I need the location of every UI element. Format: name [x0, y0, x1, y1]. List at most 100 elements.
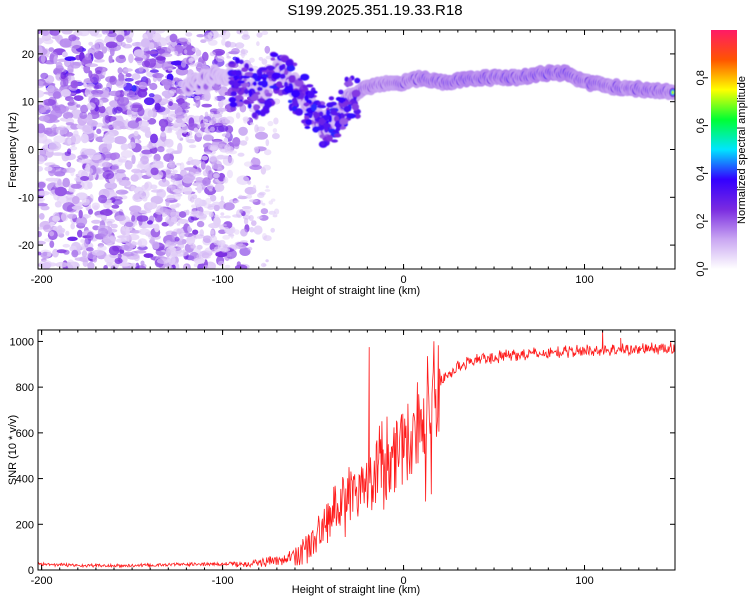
spectrogram-noise-blob [187, 225, 192, 233]
spectrogram-noise-blob [124, 77, 134, 82]
spectrogram-ridge-cell [252, 81, 257, 87]
spectrogram-noise-blob [42, 261, 52, 269]
spectrogram-noise-blob [192, 229, 199, 235]
spectrogram-noise-blob [233, 200, 239, 203]
spectrogram-noise-blob [152, 30, 166, 34]
spectrogram-noise-blob [209, 111, 215, 118]
spectrogram-noise-blob [114, 257, 123, 265]
spectrogram-noise-blob [172, 193, 182, 197]
spectrogram-noise-blob [170, 178, 176, 183]
snr-line-series [38, 330, 675, 569]
colorbar-tick-label: 0.2 [695, 214, 707, 229]
spectrogram-noise-blob [171, 231, 178, 237]
spectrogram-noise-blob [91, 249, 105, 256]
spectrogram-ridge-cell [241, 67, 248, 72]
spectrogram-noise-blob [222, 156, 234, 166]
spectrogram-noise-blob [81, 198, 90, 206]
spectrogram-noise-blob [73, 130, 79, 137]
spectrogram-noise-blob [139, 189, 150, 200]
spectrogram-noise-blob [203, 151, 212, 155]
spectrogram-noise-blob [208, 120, 213, 125]
spectrogram-noise-blob [38, 80, 45, 89]
spectrogram-noise-blob [203, 264, 209, 269]
spectrogram-noise-blob [241, 206, 252, 210]
spectrogram-noise-blob [207, 32, 213, 40]
spectrogram-noise-blob [137, 238, 148, 248]
spectrogram-noise-blob [138, 66, 144, 72]
spectrogram-noise-blob [122, 251, 134, 257]
snr-x-tick-label: 100 [575, 575, 593, 587]
spectrogram-noise-blob [173, 77, 180, 82]
spectrogram-noise-blob [274, 208, 280, 215]
spectrogram-noise-blob [44, 166, 53, 172]
spectrogram-ridge-cell [331, 139, 338, 143]
spectrogram-noise-blob [190, 54, 199, 61]
spectrogram-ridge-cell [671, 90, 675, 95]
spectrogram-ridge-cell [257, 98, 266, 103]
spectrogram-noise-blob [192, 103, 199, 107]
spectrogram-ridge-cell [278, 64, 284, 71]
spectrogram-noise-blob [126, 94, 139, 101]
spectrogram-noise-blob [178, 231, 186, 239]
spectrogram-noise-blob [88, 208, 93, 215]
spectrogram-noise-blob [57, 58, 68, 62]
spectrogram-noise-blob [129, 205, 142, 213]
spectrogram-noise-blob [170, 217, 178, 223]
spectrogram-ridge-cell [238, 59, 244, 65]
spectrogram-noise-blob [188, 216, 195, 223]
spectrogram-noise-blob [130, 174, 139, 182]
spectrogram-noise-blob [209, 188, 213, 192]
spectrogram-noise-blob [117, 67, 123, 74]
spectrogram-noise-blob [193, 257, 206, 265]
spectrogram-noise-blob [41, 30, 49, 36]
spectrogram-noise-blob [54, 186, 67, 197]
spectrogram-ridge-cell [247, 102, 252, 109]
spectrogram-noise-blob [147, 110, 153, 117]
spectrogram-noise-blob [120, 244, 130, 251]
spectrogram-noise-blob [202, 235, 212, 243]
spectrogram-noise-blob [219, 215, 226, 219]
spectrogram-noise-blob [111, 204, 120, 209]
spectrogram-noise-blob [71, 205, 84, 210]
spectrogram-noise-blob [136, 215, 149, 222]
spectrogram-noise-blob [238, 126, 248, 136]
spectrogram-noise-blob [150, 184, 158, 190]
spectrogram-noise-blob [176, 162, 182, 166]
spectrogram-noise-blob [228, 150, 237, 155]
spectrogram-noise-blob [61, 30, 73, 35]
spectrogram-noise-blob [127, 120, 140, 129]
spectrogram-ridge-cell [269, 85, 278, 89]
spectrogram-noise-blob [96, 128, 102, 134]
spectrogram-noise-blob [213, 240, 222, 246]
spectrogram-noise-blob [60, 167, 67, 174]
spectrogram-ridge-cell [354, 77, 361, 84]
spectrogram-noise-blob [182, 249, 186, 254]
spectrogram-noise-blob [60, 71, 66, 80]
spectrogram-noise-blob [249, 57, 255, 63]
spectrogram-noise-blob [258, 56, 263, 61]
spectrogram-ridge-cell [270, 57, 276, 61]
spectrogram-noise-blob [65, 162, 70, 166]
spectrogram-noise-blob [101, 30, 110, 35]
spectrogram-ridge-cell [257, 86, 263, 92]
spectrogram-noise-blob [199, 229, 204, 237]
spectrogram-noise-blob [74, 257, 88, 261]
spectrogram-noise-blob [171, 84, 179, 88]
spectrogram-noise-blob [178, 211, 187, 218]
spectrogram-noise-blob [91, 202, 101, 210]
spectrogram-ridge-cell [251, 112, 258, 119]
spectrogram-noise-blob [84, 87, 94, 98]
spectrogram-ridge-cell [260, 108, 270, 114]
spectrogram-noise-blob [49, 221, 55, 226]
spectrogram-ridge-cell [304, 94, 309, 102]
spectrogram-noise-blob [68, 34, 77, 42]
spectrogram-noise-blob [213, 204, 220, 212]
spectrogram-ridge-cell [319, 111, 324, 117]
colorbar-tick-label: 0.8 [695, 70, 707, 85]
spectrogram-ridge-cell [237, 101, 244, 106]
spectrogram-noise-blob [84, 53, 92, 61]
spectrogram-noise-blob [146, 202, 158, 210]
spectrogram-noise-blob [224, 215, 231, 219]
